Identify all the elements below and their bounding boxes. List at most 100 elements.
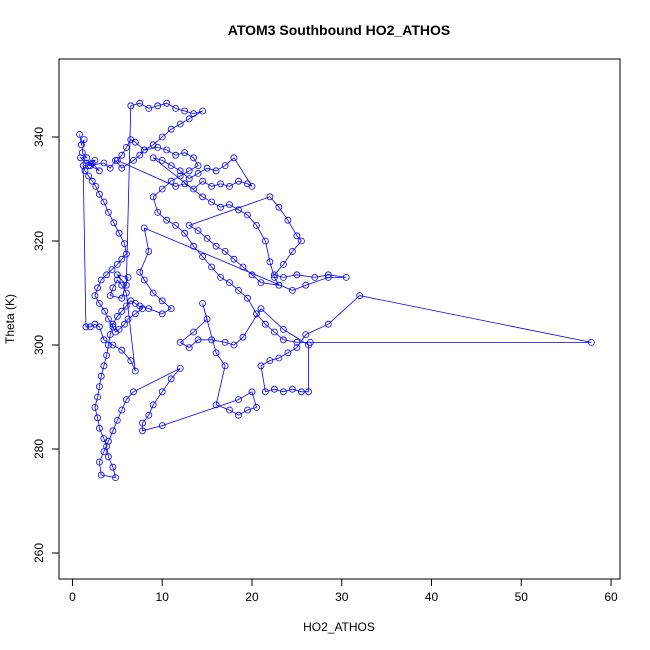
y-tick-label: 280: [32, 439, 46, 459]
series-line: [79, 102, 592, 479]
data-point: [230, 341, 238, 349]
data-point: [149, 193, 157, 201]
y-tick-label: 340: [32, 127, 46, 147]
data-point: [324, 320, 332, 328]
data-point: [118, 307, 126, 315]
data-point: [311, 273, 319, 281]
data-point: [230, 154, 238, 162]
data-point: [130, 388, 137, 396]
data-point: [94, 393, 101, 401]
data-point: [176, 364, 184, 372]
data-point: [121, 240, 128, 248]
data-point: [253, 221, 260, 229]
data-point: [136, 302, 144, 310]
data-point: [96, 167, 103, 175]
data-point: [124, 315, 132, 323]
data-point: [176, 338, 184, 346]
data-point: [212, 242, 220, 250]
y-axis-label: Theta (K): [3, 294, 17, 344]
data-point: [226, 279, 233, 287]
data-point: [118, 406, 126, 414]
data-point: [106, 331, 114, 339]
data-point: [167, 125, 175, 133]
data-point: [190, 328, 198, 336]
data-point: [176, 167, 184, 175]
data-point: [113, 271, 121, 279]
data-point: [235, 177, 242, 185]
data-point: [235, 396, 242, 404]
data-point: [96, 424, 103, 432]
data-point: [230, 255, 238, 263]
data-point: [176, 120, 184, 128]
data-point: [284, 349, 292, 357]
data-point: [293, 232, 301, 240]
data-point: [103, 351, 110, 359]
data-point: [112, 474, 119, 482]
data-point: [127, 102, 135, 110]
data-point: [172, 151, 180, 159]
data-point: [288, 385, 296, 393]
data-point: [145, 411, 153, 419]
data-point: [305, 388, 312, 396]
data-point: [257, 305, 265, 313]
data-point: [109, 341, 117, 349]
data-point: [158, 185, 166, 193]
data-point: [199, 193, 207, 201]
data-point: [324, 273, 332, 281]
data-point: [217, 203, 225, 211]
data-point: [293, 344, 301, 352]
data-point: [115, 229, 123, 237]
data-point: [127, 136, 135, 144]
data-point: [270, 328, 278, 336]
data-point: [105, 341, 112, 349]
x-tick-label: 30: [335, 590, 349, 604]
data-point: [239, 263, 247, 271]
data-point: [106, 292, 114, 300]
data-point: [113, 416, 121, 424]
data-point: [158, 133, 166, 141]
data-point: [185, 115, 193, 123]
data-point: [248, 182, 256, 190]
data-point: [203, 315, 211, 323]
data-point: [302, 281, 310, 289]
data-point: [145, 247, 153, 255]
data-point: [149, 401, 157, 409]
data-point: [85, 162, 92, 170]
data-point: [190, 185, 198, 193]
data-point: [342, 273, 350, 281]
data-point: [253, 403, 260, 411]
data-point: [122, 281, 130, 289]
data-point: [76, 130, 83, 138]
data-point: [94, 284, 101, 292]
data-point: [139, 419, 146, 427]
data-point: [185, 175, 193, 183]
data-point: [203, 234, 211, 242]
data-point: [172, 182, 180, 190]
data-point: [163, 99, 171, 107]
data-point: [167, 375, 175, 383]
data-point: [208, 182, 216, 190]
data-point: [122, 396, 130, 404]
data-point: [181, 149, 189, 157]
data-point: [109, 323, 117, 331]
data-point: [167, 177, 175, 185]
data-point: [221, 338, 229, 346]
data-point: [244, 211, 251, 219]
data-point: [305, 341, 312, 349]
data-point: [279, 273, 287, 281]
data-point: [163, 146, 171, 154]
data-point: [103, 271, 110, 279]
data-point: [96, 190, 103, 198]
data-point: [199, 107, 207, 115]
data-point: [80, 136, 88, 144]
data-point: [194, 227, 202, 235]
data-point: [100, 159, 108, 167]
data-point: [199, 177, 207, 185]
data-point: [190, 242, 198, 250]
data-point: [136, 151, 144, 159]
data-point: [105, 208, 112, 216]
data-point: [113, 276, 121, 284]
y-tick-label: 300: [32, 335, 46, 355]
data-point: [118, 164, 126, 172]
